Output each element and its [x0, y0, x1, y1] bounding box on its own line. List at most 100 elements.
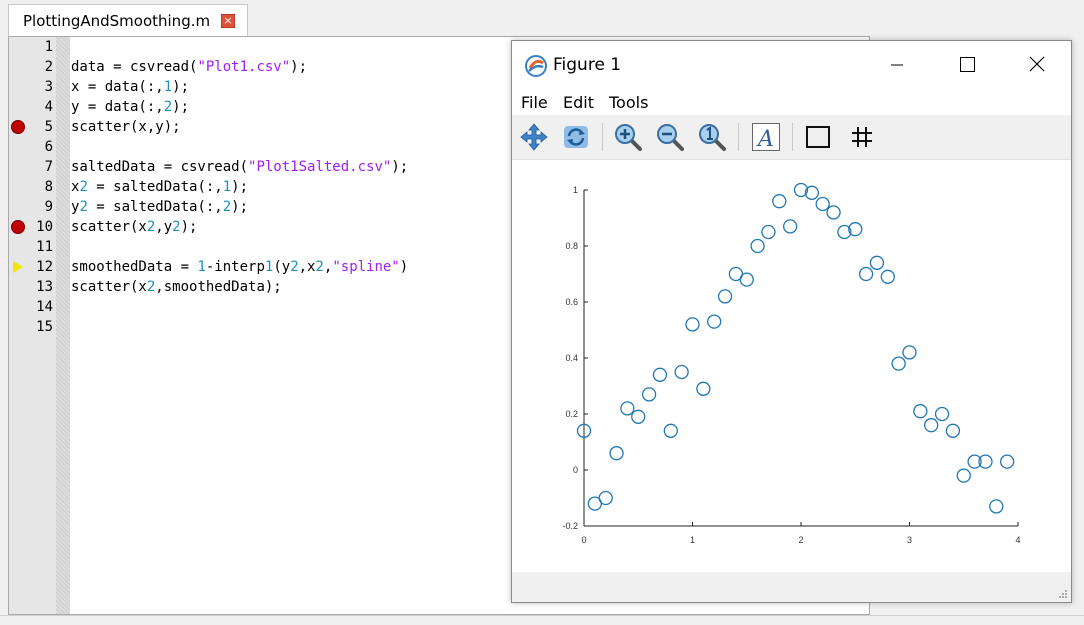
toolbar-separator	[792, 123, 793, 151]
code-line[interactable]: 3 x = data(:,1);	[9, 77, 864, 97]
code-text: x2 = saltedData(:,1);	[71, 179, 249, 195]
code-line[interactable]: 9 y2 = saltedData(:,2);	[9, 197, 864, 217]
x-tick-label: 3	[907, 535, 912, 545]
data-point	[782, 219, 798, 234]
close-icon[interactable]	[1017, 51, 1057, 79]
code-line[interactable]: 5 scatter(x,y);	[9, 117, 864, 137]
data-point	[869, 255, 885, 270]
data-point	[934, 406, 950, 422]
line-number: 7	[44, 159, 53, 175]
figure-toolbar: A	[512, 115, 1071, 160]
zoom-out-icon[interactable]	[654, 121, 686, 153]
line-number: 10	[36, 219, 53, 235]
x-tick-label: 2	[798, 535, 803, 545]
code-line[interactable]: 11	[9, 237, 864, 257]
data-point	[815, 196, 830, 212]
octave-logo-icon	[525, 55, 547, 77]
data-point	[641, 387, 657, 402]
line-number: 13	[36, 279, 53, 295]
figure-title: Figure 1	[553, 55, 622, 75]
editor-tab-strip: PlottingAndSmoothing.m ×	[0, 0, 1084, 36]
minimize-icon[interactable]	[877, 51, 917, 79]
y-tick-label: 1	[573, 185, 578, 195]
data-point	[826, 205, 841, 220]
toolbar-separator	[602, 123, 603, 151]
data-point	[837, 224, 852, 240]
x-tick-label: 1	[690, 535, 695, 545]
code-line[interactable]: 1	[9, 37, 864, 57]
line-number: 1	[44, 39, 53, 55]
data-point	[631, 409, 646, 424]
data-point	[880, 269, 895, 284]
rotate-icon[interactable]	[560, 121, 592, 153]
code-text: data = csvread("Plot1.csv");	[71, 59, 308, 75]
current-line-arrow-icon	[13, 261, 23, 273]
data-point	[793, 182, 809, 198]
code-line[interactable]: 15	[9, 317, 864, 337]
code-line[interactable]: 13 scatter(x2,smoothedData);	[9, 277, 864, 297]
data-point	[652, 367, 668, 382]
scatter-chart[interactable]: -0.200.20.40.60.810 1 2 3 4	[512, 160, 1071, 573]
data-point	[956, 468, 971, 483]
code-line[interactable]: 7 saltedData = csvread("Plot1Salted.csv")…	[9, 157, 864, 177]
line-number: 2	[44, 59, 53, 75]
line-number: 12	[36, 259, 53, 275]
figure-titlebar[interactable]: Figure 1	[512, 41, 1071, 89]
code-line[interactable]: 6	[9, 137, 864, 157]
code-line[interactable]: 2 data = csvread("Plot1.csv");	[9, 57, 864, 77]
data-point	[598, 490, 613, 506]
code-text: y = data(:,2);	[71, 99, 190, 115]
code-line[interactable]: 14	[9, 297, 864, 317]
tab-close-icon[interactable]: ×	[221, 14, 235, 28]
menu-tools[interactable]: Tools	[609, 93, 649, 112]
data-point	[761, 224, 776, 240]
code-text: scatter(x,y);	[71, 119, 181, 135]
line-number: 6	[44, 139, 53, 155]
code-line[interactable]: 10 scatter(x2,y2);	[9, 217, 864, 237]
code-line[interactable]: 12 smoothedData = 1-interp1(y2,x2,"spline…	[9, 257, 864, 277]
data-point	[858, 266, 874, 282]
toolbar-separator	[738, 123, 739, 151]
data-point	[999, 454, 1015, 469]
plot-area[interactable]: -0.2 0 0.2 0.4 0.6 0.8 1 0 1 2 3 4	[512, 160, 1071, 573]
data-point	[913, 404, 928, 419]
y-tick-label: 0.4	[565, 353, 578, 363]
editor-tab[interactable]: PlottingAndSmoothing.m ×	[8, 4, 248, 36]
breakpoint-icon[interactable]	[11, 220, 25, 234]
data-point	[989, 499, 1004, 514]
zoom-in-icon[interactable]	[612, 121, 644, 153]
data-point	[707, 314, 722, 329]
data-point	[750, 238, 765, 254]
y-tick-label: 0.2	[565, 409, 578, 419]
code-text: y2 = saltedData(:,2);	[71, 199, 249, 215]
y-tick-label: -0.2	[562, 521, 578, 531]
insert-text-icon[interactable]: A	[750, 121, 782, 153]
data-point	[696, 381, 711, 396]
data-point	[772, 194, 787, 209]
menu-file[interactable]: File	[521, 93, 548, 112]
resize-grip-icon[interactable]	[1058, 589, 1068, 599]
menu-edit[interactable]: Edit	[563, 93, 594, 112]
breakpoint-icon[interactable]	[11, 120, 25, 134]
code-line[interactable]: 8 x2 = saltedData(:,1);	[9, 177, 864, 197]
data-point	[967, 454, 982, 469]
code-line[interactable]: 4 y = data(:,2);	[9, 97, 864, 117]
code-text: scatter(x2,y2);	[71, 219, 198, 235]
data-point	[902, 345, 917, 360]
line-number: 3	[44, 79, 53, 95]
y-tick-label: 0	[573, 465, 578, 475]
figure-window[interactable]: Figure 1 File Edit Tools	[511, 40, 1072, 603]
status-bar	[0, 615, 1084, 625]
x-tick-label: 0	[581, 535, 586, 545]
axes-box-icon[interactable]	[802, 121, 834, 153]
y-tick-label: 0.6	[565, 297, 578, 307]
pan-icon[interactable]	[518, 121, 550, 153]
maximize-icon[interactable]	[947, 51, 987, 79]
code-text: scatter(x2,smoothedData);	[71, 279, 282, 295]
zoom-reset-icon[interactable]	[696, 121, 728, 153]
grid-icon[interactable]	[846, 121, 878, 153]
data-point	[945, 423, 961, 438]
editor-tab-label: PlottingAndSmoothing.m	[23, 12, 211, 30]
data-point	[620, 401, 635, 416]
line-number: 11	[36, 239, 53, 255]
